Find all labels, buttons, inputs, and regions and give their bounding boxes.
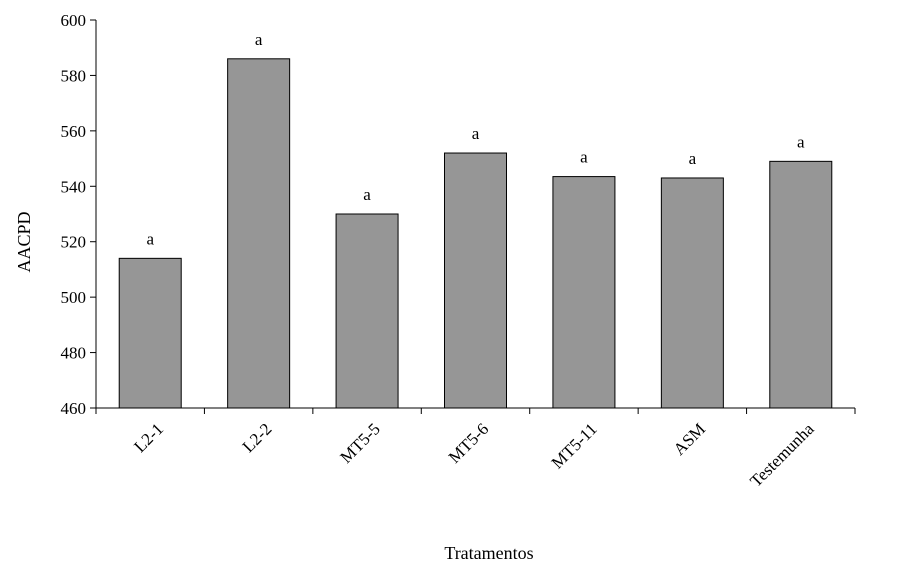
y-tick-label: 560: [61, 122, 87, 141]
y-axis: 460 480 500 520 540 560 580 600: [61, 11, 97, 418]
x-axis: L2-1 L2-2 MT5-5 MT5-6 MT5-11 ASM Testemunha: [95, 407, 856, 491]
y-tick-label: 600: [61, 11, 87, 30]
y-tick-label: 520: [61, 233, 87, 252]
data-label: a: [580, 148, 588, 167]
data-label: a: [255, 30, 263, 49]
data-label: a: [797, 132, 805, 151]
bars: [118, 58, 833, 409]
data-label: a: [146, 229, 154, 248]
x-axis-title: Tratamentos: [444, 543, 533, 563]
bar-mt5-6: [444, 152, 507, 409]
x-tick-label: L2-1: [130, 419, 167, 456]
y-axis-title: AACPD: [14, 211, 34, 272]
bar-labels: a a a a a a a: [146, 30, 805, 249]
x-tick-label: ASM: [670, 419, 709, 458]
x-tick-label: MT5-5: [336, 419, 383, 466]
y-tick-label: 500: [61, 288, 87, 307]
y-tick-label: 480: [61, 344, 87, 363]
bar-mt5-5: [335, 213, 399, 409]
data-label: a: [363, 185, 371, 204]
data-label: a: [472, 124, 480, 143]
bar-testemunha: [769, 160, 833, 409]
bar-l2-2: [227, 58, 291, 409]
y-tick-label: 460: [61, 399, 87, 418]
x-tick-label: MT5-6: [445, 419, 492, 466]
bar-mt5-11: [552, 176, 616, 409]
x-tick-label: Testemunha: [746, 419, 818, 491]
x-tick-label: MT5-11: [548, 419, 601, 472]
bar-asm: [660, 177, 724, 409]
y-tick-label: 540: [61, 177, 87, 196]
data-label: a: [689, 149, 697, 168]
bar-l2-1: [118, 257, 182, 409]
x-tick-label: L2-2: [239, 419, 276, 456]
y-tick-label: 580: [61, 66, 87, 85]
